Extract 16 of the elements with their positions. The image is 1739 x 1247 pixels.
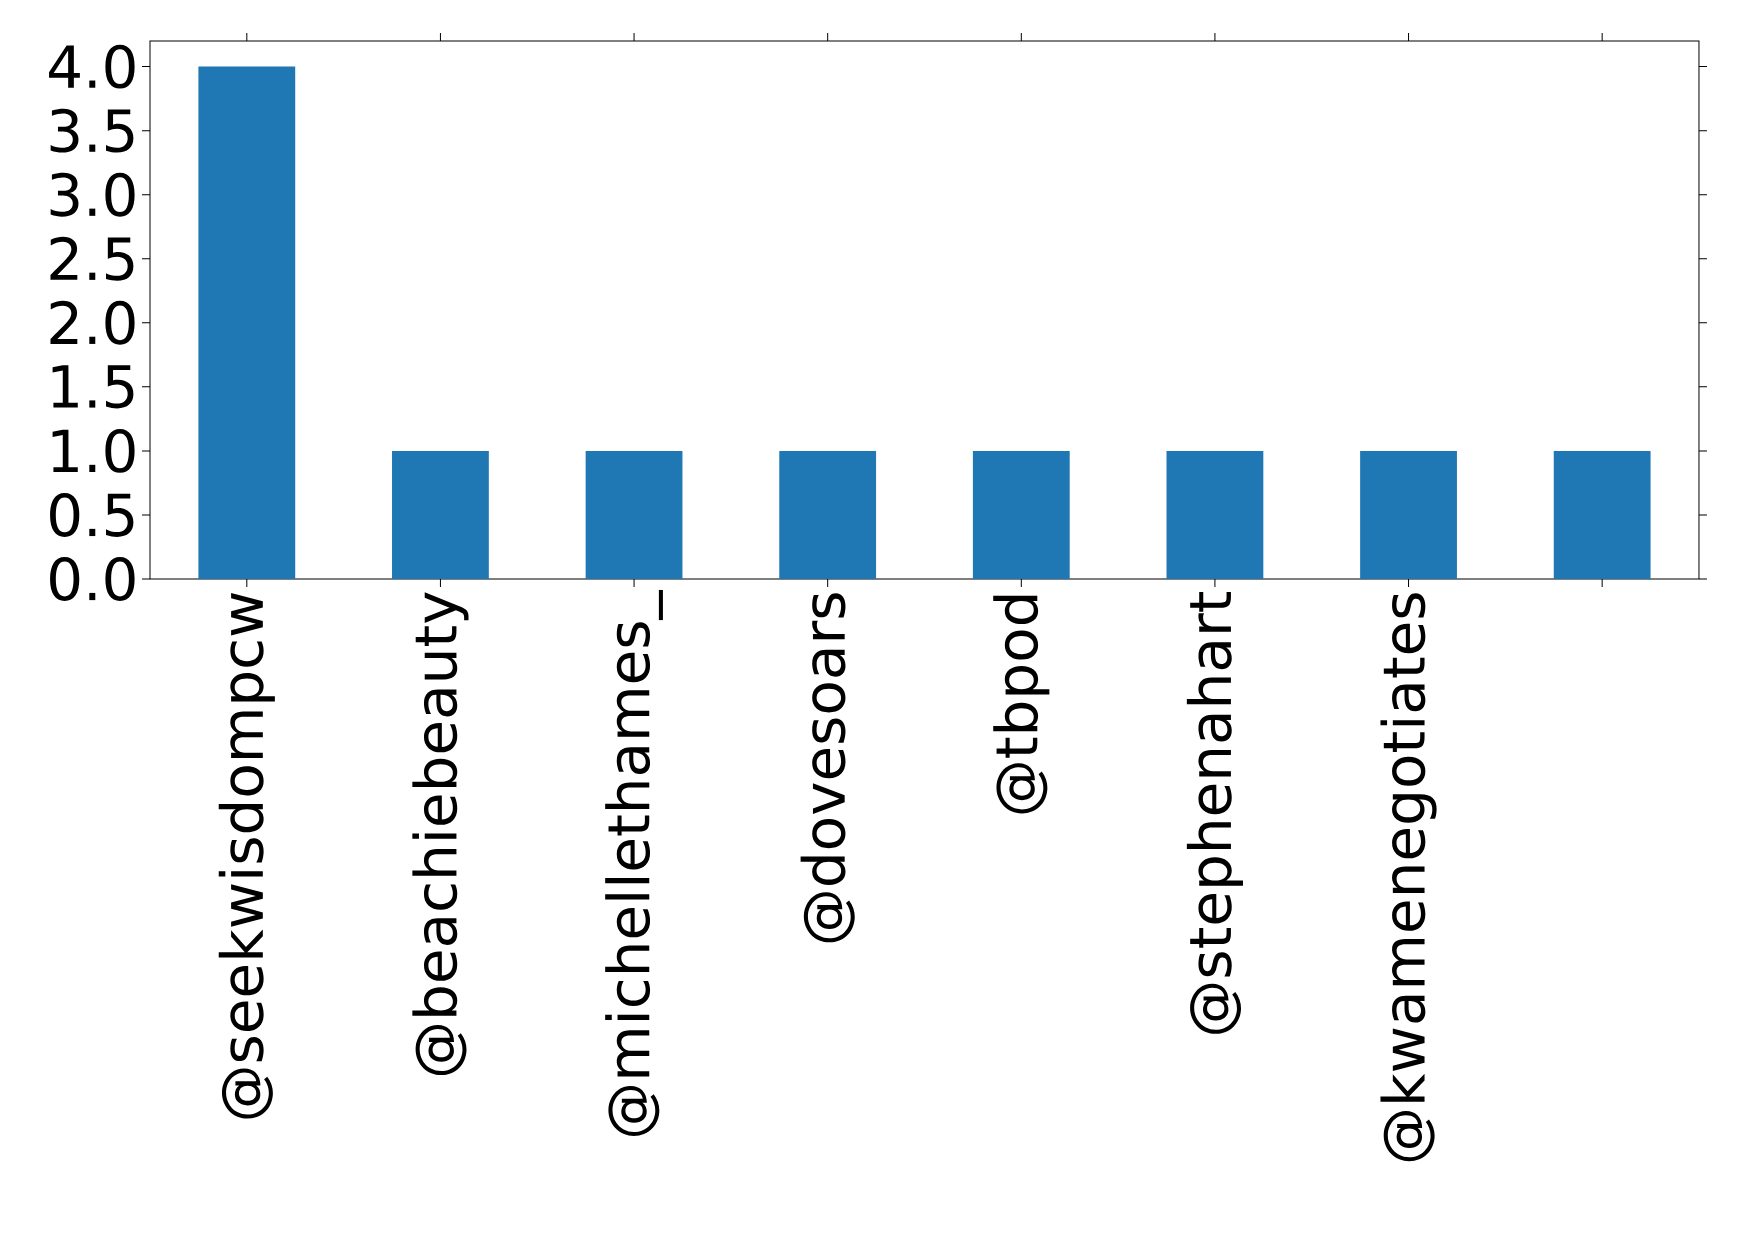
y-tick-label: 0.5 — [50, 493, 134, 537]
x-tick-label: @tbpod — [993, 595, 1050, 814]
y-tick-label: 3.5 — [50, 108, 134, 153]
x-tick-label: @michellethames_ — [605, 589, 663, 1137]
x-tick-label: @dovesoars — [800, 593, 855, 943]
y-tick-label: 1.0 — [52, 428, 135, 473]
y-tick-label: 1.5 — [52, 365, 134, 409]
x-tick-label: @kwamenegotiates — [1380, 593, 1437, 1162]
y-tick-label: 3.0 — [50, 172, 135, 217]
y-tick-label: 4.0 — [49, 44, 135, 89]
y-tick-label: 2.0 — [50, 300, 135, 345]
y-tick-label: 2.5 — [50, 236, 134, 281]
y-tick-label: 0.0 — [50, 557, 135, 601]
x-tick-label: @beachiebeauty — [412, 592, 469, 1076]
x-tick-label: @seekwisdompcw — [218, 592, 275, 1119]
x-tick-label: @stephenahart — [1186, 591, 1243, 1034]
